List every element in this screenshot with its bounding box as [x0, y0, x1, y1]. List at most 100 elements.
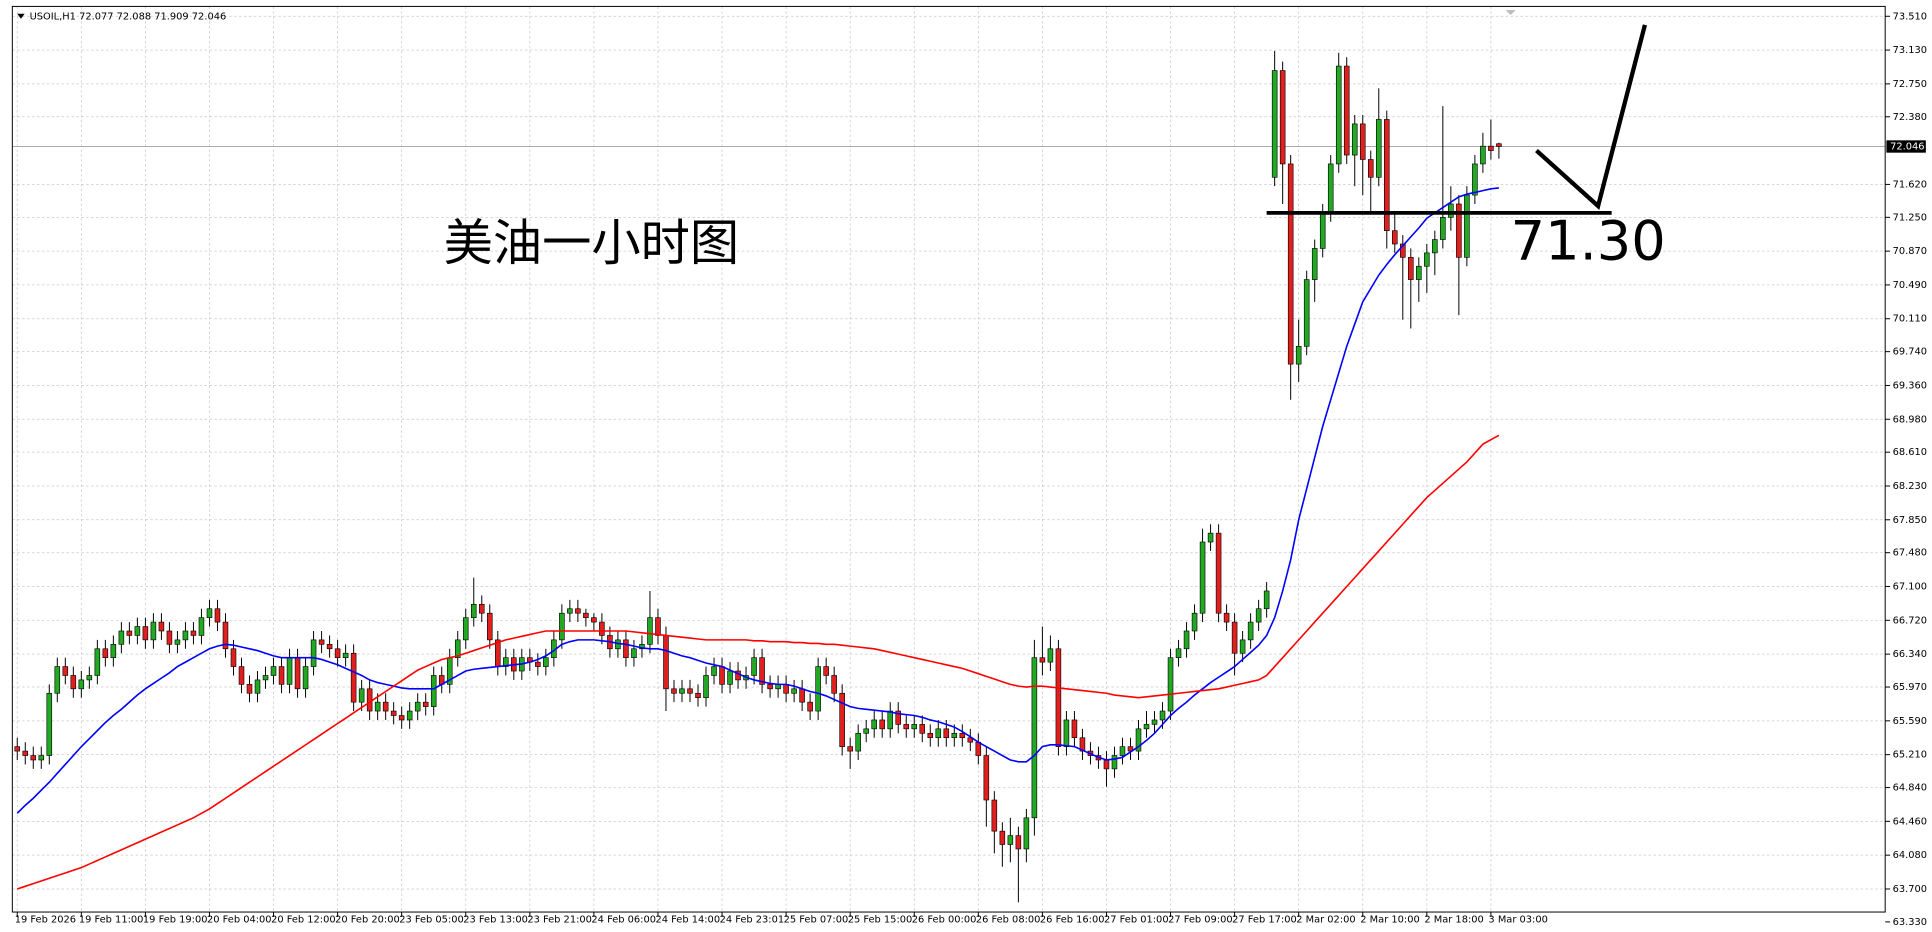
y-tick-label: 70.110 — [1893, 314, 1927, 325]
candle-body — [871, 719, 877, 730]
candle-body — [879, 719, 885, 730]
candle-body — [46, 692, 53, 756]
candle-body — [831, 675, 837, 694]
x-tick-label: 23 Feb 05:00 — [399, 914, 464, 925]
candle-body — [1007, 835, 1014, 845]
candle-body — [134, 626, 141, 636]
y-tick-label: 73.510 — [1893, 11, 1927, 22]
candle-body — [326, 644, 333, 650]
candle-body — [1343, 65, 1350, 156]
candle-body — [62, 666, 69, 676]
candle-body — [390, 710, 397, 716]
y-tick-label: 69.360 — [1893, 380, 1927, 391]
candle-body — [799, 688, 805, 703]
candle-body — [94, 648, 101, 676]
y-tick-label: 72.750 — [1893, 79, 1927, 90]
candle-body — [414, 701, 421, 712]
last-price-box — [1886, 140, 1926, 153]
candle-body — [1327, 163, 1334, 214]
candle-body — [1143, 724, 1150, 730]
x-tick-label: 25 Feb 07:00 — [784, 914, 849, 925]
x-tick-label: 24 Feb 23:01 — [720, 914, 785, 925]
x-tick-label: 24 Feb 14:00 — [656, 914, 721, 925]
candle-body — [991, 799, 998, 832]
candle-body — [374, 701, 381, 712]
y-tick-label: 65.970 — [1893, 682, 1927, 693]
candle-body — [1440, 217, 1446, 240]
candle-body — [302, 666, 309, 690]
candle-body — [1159, 710, 1166, 721]
y-tick-label: 66.720 — [1893, 615, 1927, 626]
candle-body — [294, 657, 301, 690]
candle-body — [1303, 279, 1310, 347]
candle-body — [895, 710, 902, 725]
candle-body — [1432, 239, 1438, 254]
candle-body — [430, 675, 437, 707]
candle-body — [559, 612, 565, 641]
x-tick-label: 26 Feb 08:00 — [976, 914, 1041, 925]
menu-arrow — [17, 13, 25, 19]
candle-body — [1151, 719, 1158, 725]
candle-body — [22, 750, 29, 756]
candle-body — [919, 724, 926, 734]
candle-body — [823, 666, 829, 676]
candle-body — [1119, 746, 1126, 756]
candle-body — [286, 657, 293, 685]
candle-body — [1103, 759, 1110, 770]
candle-body — [1183, 630, 1190, 650]
candle-body — [927, 732, 934, 739]
level-label: 71.30 — [1511, 210, 1666, 273]
candle-body — [1111, 755, 1118, 770]
y-tick-label: 69.740 — [1893, 347, 1927, 358]
candle-body — [983, 755, 990, 801]
candle-body — [142, 626, 149, 641]
y-tick-label: 71.620 — [1893, 179, 1927, 190]
candle-body — [1207, 532, 1214, 543]
candle-body — [1400, 243, 1406, 258]
candle-body — [38, 755, 45, 761]
candle-body — [687, 688, 693, 694]
candle-body — [1359, 123, 1366, 160]
candle-body — [278, 666, 285, 685]
candle-body — [1408, 257, 1414, 280]
x-tick-label: 20 Feb 04:00 — [207, 914, 272, 925]
candle-body — [1496, 143, 1502, 147]
candle-body — [1472, 163, 1478, 196]
candle-body — [206, 608, 213, 618]
candle-body — [1279, 70, 1286, 165]
x-tick-label: 27 Feb 17:00 — [1232, 914, 1297, 925]
candle-body — [1448, 203, 1454, 218]
candle-body — [1047, 648, 1054, 663]
candle-body — [783, 684, 789, 694]
candle-body — [1135, 728, 1142, 752]
x-tick-label: 19 Feb 19:00 — [143, 914, 208, 925]
candle-body — [975, 741, 982, 756]
x-tick-label: 27 Feb 01:00 — [1104, 914, 1169, 925]
y-tick-label: 63.330 — [1893, 917, 1927, 928]
y-tick-label: 72.380 — [1893, 112, 1927, 123]
x-tick-label: 19 Feb 2026 — [15, 914, 76, 925]
candle-body — [70, 675, 77, 690]
candle-body — [102, 648, 109, 658]
candle-body — [567, 608, 573, 614]
candle-body — [583, 612, 589, 618]
candle-body — [807, 701, 813, 712]
candle-body — [951, 732, 958, 739]
candle-body — [599, 621, 605, 636]
candle-body — [1247, 621, 1254, 641]
candle-body — [855, 732, 861, 752]
x-tick-label: 3 Mar 03:00 — [1488, 914, 1547, 925]
y-tick-label: 63.700 — [1893, 884, 1927, 895]
candle-body — [647, 617, 653, 645]
candle-body — [270, 666, 277, 676]
candle-body — [671, 688, 677, 694]
candle-body — [14, 746, 21, 752]
y-tick-label: 67.100 — [1893, 582, 1927, 593]
candle-body — [959, 732, 966, 739]
plot-frame — [11, 5, 1886, 913]
candle-body — [1079, 737, 1086, 752]
y-tick-label: 64.460 — [1893, 816, 1927, 827]
candle-body — [422, 701, 429, 707]
x-tick-label: 2 Mar 10:00 — [1360, 914, 1419, 925]
